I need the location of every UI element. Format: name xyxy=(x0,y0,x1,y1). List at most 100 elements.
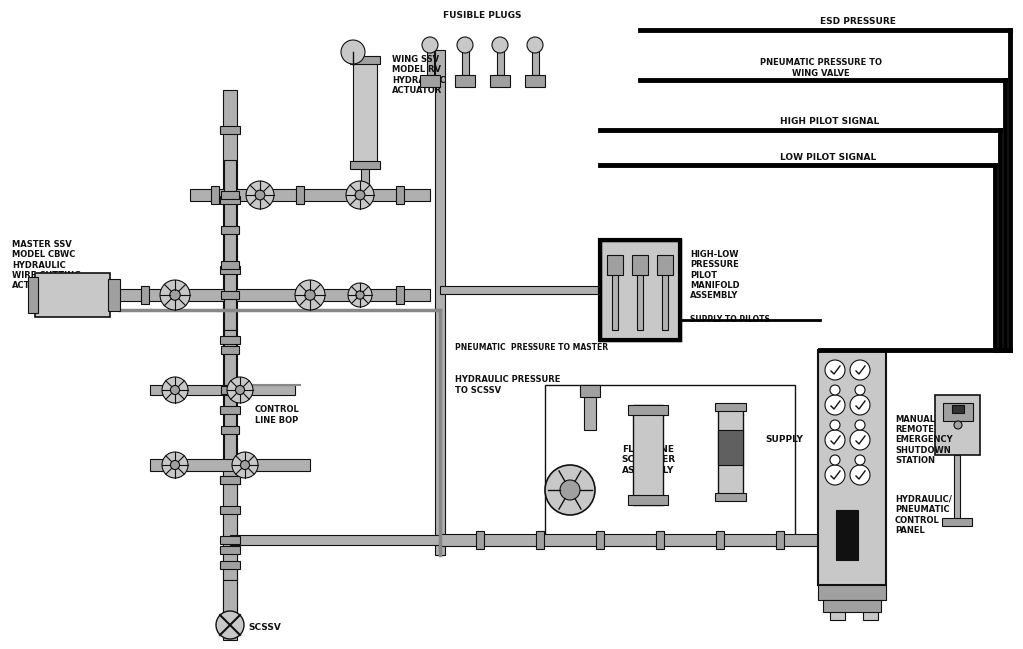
Bar xyxy=(221,386,239,394)
Text: WING SSV
MODEL RV
HYDRAULIC
ACTUATOR: WING SSV MODEL RV HYDRAULIC ACTUATOR xyxy=(392,55,446,95)
Bar xyxy=(396,186,404,204)
Bar xyxy=(353,60,377,165)
Bar xyxy=(35,273,110,317)
Circle shape xyxy=(830,455,840,465)
Bar xyxy=(461,50,469,75)
Bar xyxy=(220,406,240,414)
Bar xyxy=(612,270,618,330)
Bar xyxy=(211,186,219,204)
Circle shape xyxy=(855,455,865,465)
Text: HIGH PILOT SIGNAL: HIGH PILOT SIGNAL xyxy=(780,117,879,127)
Bar xyxy=(28,277,38,313)
Bar xyxy=(350,161,380,169)
Bar xyxy=(220,536,240,544)
Bar xyxy=(532,50,538,75)
Bar xyxy=(220,476,240,484)
Bar xyxy=(584,390,596,430)
Bar xyxy=(718,405,743,495)
Bar xyxy=(150,385,295,395)
Circle shape xyxy=(305,289,315,300)
Bar xyxy=(356,186,364,204)
Circle shape xyxy=(216,611,244,639)
Bar xyxy=(223,580,237,640)
Circle shape xyxy=(825,430,845,450)
Text: LOW PILOT SIGNAL: LOW PILOT SIGNAL xyxy=(780,153,877,162)
Bar xyxy=(306,286,314,304)
Bar xyxy=(220,266,240,274)
Text: HIGH-LOW
PRESSURE
PILOT
MANIFOLD
ASSEMBLY: HIGH-LOW PRESSURE PILOT MANIFOLD ASSEMBL… xyxy=(690,250,740,300)
Circle shape xyxy=(227,377,253,403)
Bar xyxy=(220,506,240,514)
Circle shape xyxy=(348,283,372,307)
Circle shape xyxy=(346,181,374,209)
Circle shape xyxy=(850,465,870,485)
Circle shape xyxy=(825,395,845,415)
Circle shape xyxy=(162,377,188,403)
Circle shape xyxy=(235,386,244,395)
Circle shape xyxy=(246,181,274,209)
Bar xyxy=(601,240,680,340)
Text: FLOWLINE
SCRUBBER
ASSEMBLY: FLOWLINE SCRUBBER ASSEMBLY xyxy=(621,445,675,475)
Bar xyxy=(361,165,369,195)
Bar xyxy=(223,90,237,620)
Bar xyxy=(716,531,724,549)
Bar xyxy=(230,535,440,545)
Bar xyxy=(628,495,668,505)
Bar xyxy=(221,426,239,434)
Bar xyxy=(656,531,664,549)
Circle shape xyxy=(492,37,508,53)
Bar xyxy=(80,289,430,301)
Bar xyxy=(628,405,668,415)
Circle shape xyxy=(855,420,865,430)
Bar xyxy=(220,126,240,134)
Bar xyxy=(863,600,878,620)
Text: SUPPLY: SUPPLY xyxy=(765,435,803,445)
Bar xyxy=(350,56,380,64)
Circle shape xyxy=(850,360,870,380)
Bar xyxy=(223,460,237,580)
Bar xyxy=(396,286,404,304)
Bar xyxy=(596,531,604,549)
Bar xyxy=(220,336,240,344)
Circle shape xyxy=(170,289,180,300)
Circle shape xyxy=(527,37,543,53)
Bar xyxy=(224,330,236,460)
Bar xyxy=(141,286,149,304)
Circle shape xyxy=(171,386,180,395)
Circle shape xyxy=(850,430,870,450)
Circle shape xyxy=(825,360,845,380)
Bar xyxy=(637,270,643,330)
Bar xyxy=(942,518,972,526)
Bar xyxy=(525,75,545,87)
Bar xyxy=(220,196,240,204)
Bar xyxy=(221,226,239,234)
Bar xyxy=(715,493,746,501)
Bar xyxy=(943,403,973,421)
Bar xyxy=(440,286,601,294)
Circle shape xyxy=(825,465,845,485)
Circle shape xyxy=(422,37,438,53)
Bar xyxy=(220,546,240,554)
Bar xyxy=(490,75,510,87)
Text: HYDRAULIC/
PNEUMATIC
CONTROL
PANEL: HYDRAULIC/ PNEUMATIC CONTROL PANEL xyxy=(895,495,951,535)
Bar xyxy=(818,585,886,600)
Bar xyxy=(108,279,120,311)
Bar xyxy=(632,255,648,275)
Bar xyxy=(221,191,239,199)
Bar xyxy=(455,75,475,87)
Bar xyxy=(221,261,239,269)
Circle shape xyxy=(356,291,364,299)
Circle shape xyxy=(855,385,865,395)
Bar xyxy=(822,600,881,612)
Bar xyxy=(221,346,239,354)
Bar xyxy=(496,50,503,75)
Bar xyxy=(662,270,668,330)
Circle shape xyxy=(162,452,188,478)
Bar xyxy=(633,405,663,505)
Circle shape xyxy=(560,480,580,500)
Bar xyxy=(440,534,820,546)
Bar xyxy=(427,50,434,75)
Bar xyxy=(545,385,795,535)
Bar xyxy=(818,350,886,585)
Circle shape xyxy=(240,460,250,469)
